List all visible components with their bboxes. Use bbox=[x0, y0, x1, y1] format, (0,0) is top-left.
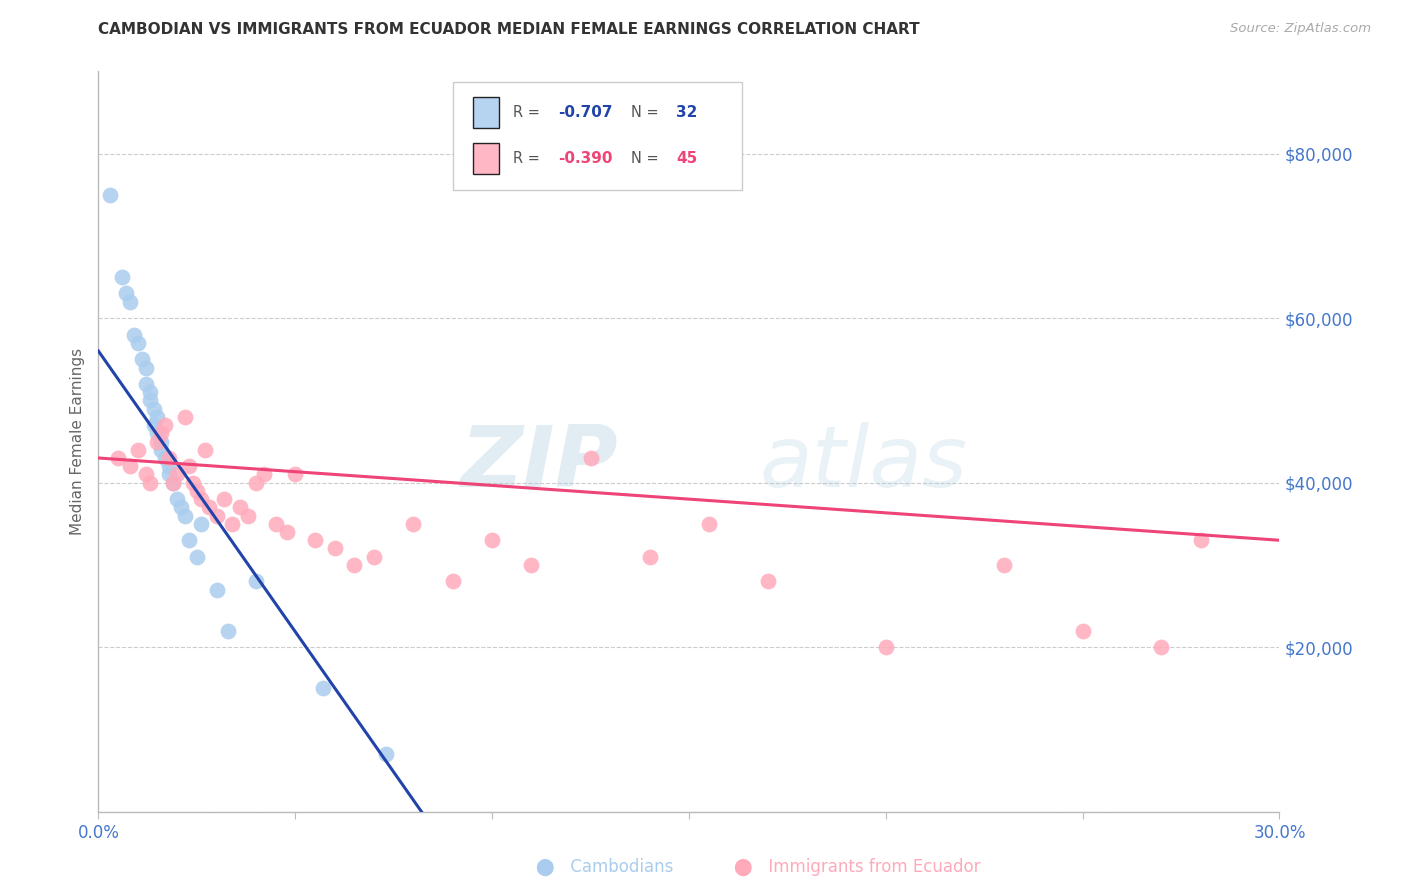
Point bbox=[363, 549, 385, 564]
Text: Source: ZipAtlas.com: Source: ZipAtlas.com bbox=[1230, 22, 1371, 36]
FancyBboxPatch shape bbox=[472, 143, 499, 174]
Text: R =: R = bbox=[513, 105, 544, 120]
Point bbox=[162, 475, 184, 490]
Point bbox=[323, 541, 346, 556]
Point bbox=[181, 475, 204, 490]
Point bbox=[214, 492, 236, 507]
Point bbox=[98, 187, 121, 202]
Text: 32: 32 bbox=[676, 105, 697, 120]
Point bbox=[441, 574, 464, 589]
Text: -0.390: -0.390 bbox=[558, 151, 613, 166]
Point bbox=[217, 624, 239, 638]
Point bbox=[190, 516, 212, 531]
Point bbox=[118, 294, 141, 309]
Point bbox=[122, 327, 145, 342]
Text: N =: N = bbox=[631, 151, 664, 166]
Point bbox=[170, 500, 193, 515]
Point bbox=[135, 376, 157, 391]
Point bbox=[150, 426, 173, 441]
Point bbox=[221, 516, 243, 531]
Text: ZIP: ZIP bbox=[460, 422, 619, 505]
Point bbox=[135, 360, 157, 375]
Point bbox=[312, 681, 335, 696]
Point bbox=[197, 500, 219, 515]
Point bbox=[146, 426, 169, 441]
Point bbox=[150, 442, 173, 457]
Point bbox=[579, 450, 602, 465]
Point bbox=[166, 492, 188, 507]
Point bbox=[520, 558, 543, 572]
Point bbox=[276, 524, 298, 539]
Point bbox=[284, 467, 307, 482]
Point bbox=[131, 352, 153, 367]
Point bbox=[157, 459, 180, 474]
Point bbox=[157, 450, 180, 465]
Point bbox=[118, 459, 141, 474]
Point bbox=[253, 467, 276, 482]
Text: -0.707: -0.707 bbox=[558, 105, 613, 120]
Text: atlas: atlas bbox=[759, 422, 967, 505]
Point bbox=[186, 483, 208, 498]
Point bbox=[162, 475, 184, 490]
Point bbox=[174, 409, 197, 424]
Point bbox=[107, 450, 129, 465]
Point bbox=[875, 640, 897, 655]
Point bbox=[111, 270, 134, 285]
Point bbox=[138, 475, 160, 490]
Point bbox=[177, 459, 200, 474]
Point bbox=[697, 516, 720, 531]
Point bbox=[190, 492, 212, 507]
Point bbox=[155, 450, 177, 465]
Point bbox=[245, 574, 267, 589]
Point bbox=[236, 508, 259, 523]
Y-axis label: Median Female Earnings: Median Female Earnings bbox=[70, 348, 86, 535]
Point bbox=[157, 467, 180, 482]
Point bbox=[135, 467, 157, 482]
Point bbox=[127, 442, 149, 457]
Point bbox=[186, 549, 208, 564]
Point bbox=[194, 442, 217, 457]
Point bbox=[115, 286, 138, 301]
Point bbox=[1071, 624, 1094, 638]
FancyBboxPatch shape bbox=[453, 82, 742, 190]
Point bbox=[638, 549, 661, 564]
Point bbox=[481, 533, 503, 548]
Point bbox=[1150, 640, 1173, 655]
Point bbox=[205, 582, 228, 597]
Point bbox=[374, 747, 396, 761]
Point bbox=[1189, 533, 1212, 548]
Point bbox=[174, 508, 197, 523]
Text: ⬤   Immigrants from Ecuador: ⬤ Immigrants from Ecuador bbox=[734, 858, 981, 876]
Point bbox=[229, 500, 252, 515]
Point bbox=[177, 533, 200, 548]
Point bbox=[304, 533, 326, 548]
Point bbox=[138, 393, 160, 408]
Point bbox=[146, 409, 169, 424]
Point bbox=[150, 434, 173, 449]
Point bbox=[756, 574, 779, 589]
Point bbox=[205, 508, 228, 523]
Point bbox=[993, 558, 1015, 572]
Point bbox=[166, 467, 188, 482]
Point bbox=[402, 516, 425, 531]
Text: N =: N = bbox=[631, 105, 664, 120]
Text: 45: 45 bbox=[676, 151, 697, 166]
Point bbox=[245, 475, 267, 490]
FancyBboxPatch shape bbox=[472, 97, 499, 128]
Point bbox=[264, 516, 287, 531]
Point bbox=[138, 385, 160, 400]
Point bbox=[343, 558, 366, 572]
Point bbox=[142, 401, 165, 416]
Text: ⬤   Cambodians: ⬤ Cambodians bbox=[536, 858, 673, 876]
Text: R =: R = bbox=[513, 151, 544, 166]
Point bbox=[146, 434, 169, 449]
Text: CAMBODIAN VS IMMIGRANTS FROM ECUADOR MEDIAN FEMALE EARNINGS CORRELATION CHART: CAMBODIAN VS IMMIGRANTS FROM ECUADOR MED… bbox=[98, 22, 920, 37]
Point bbox=[155, 418, 177, 433]
Point bbox=[142, 418, 165, 433]
Point bbox=[127, 335, 149, 350]
